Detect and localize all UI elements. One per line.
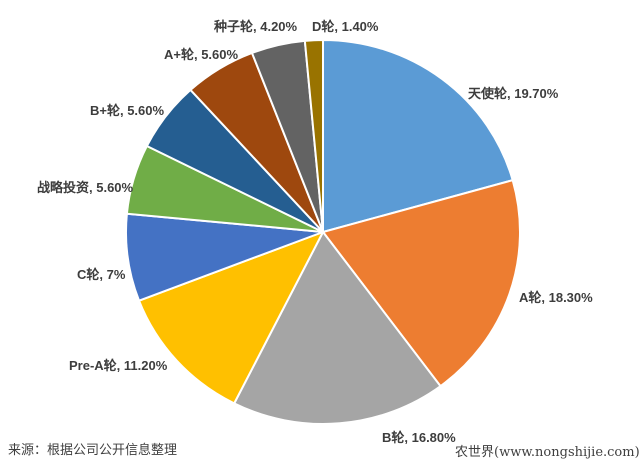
slice-label-8: 种子轮, 4.20% (214, 19, 298, 34)
slice-label-4: C轮, 7% (77, 267, 126, 282)
slice-label-9: D轮, 1.40% (312, 19, 379, 34)
slice-label-2: B轮, 16.80% (382, 430, 456, 445)
pie-slice-0 (322, 39, 514, 233)
pie-slice-1 (322, 179, 521, 388)
watermark: 农世界(www.nongshijie.com) (455, 445, 640, 460)
slice-label-7: A+轮, 5.60% (164, 47, 239, 62)
slice-label-3: Pre-A轮, 11.20% (69, 358, 168, 373)
slice-label-5: 战略投资, 5.60% (37, 180, 134, 195)
slice-label-0: 天使轮, 19.70% (468, 86, 559, 101)
pie-slice-9 (303, 39, 324, 233)
slice-label-1: A轮, 18.30% (519, 290, 593, 305)
pie-slice-2 (233, 231, 442, 426)
source-note: 来源：根据公司公开信息整理 (8, 443, 178, 458)
pie-slice-3 (138, 231, 324, 405)
slice-label-6: B+轮, 5.60% (90, 103, 165, 118)
